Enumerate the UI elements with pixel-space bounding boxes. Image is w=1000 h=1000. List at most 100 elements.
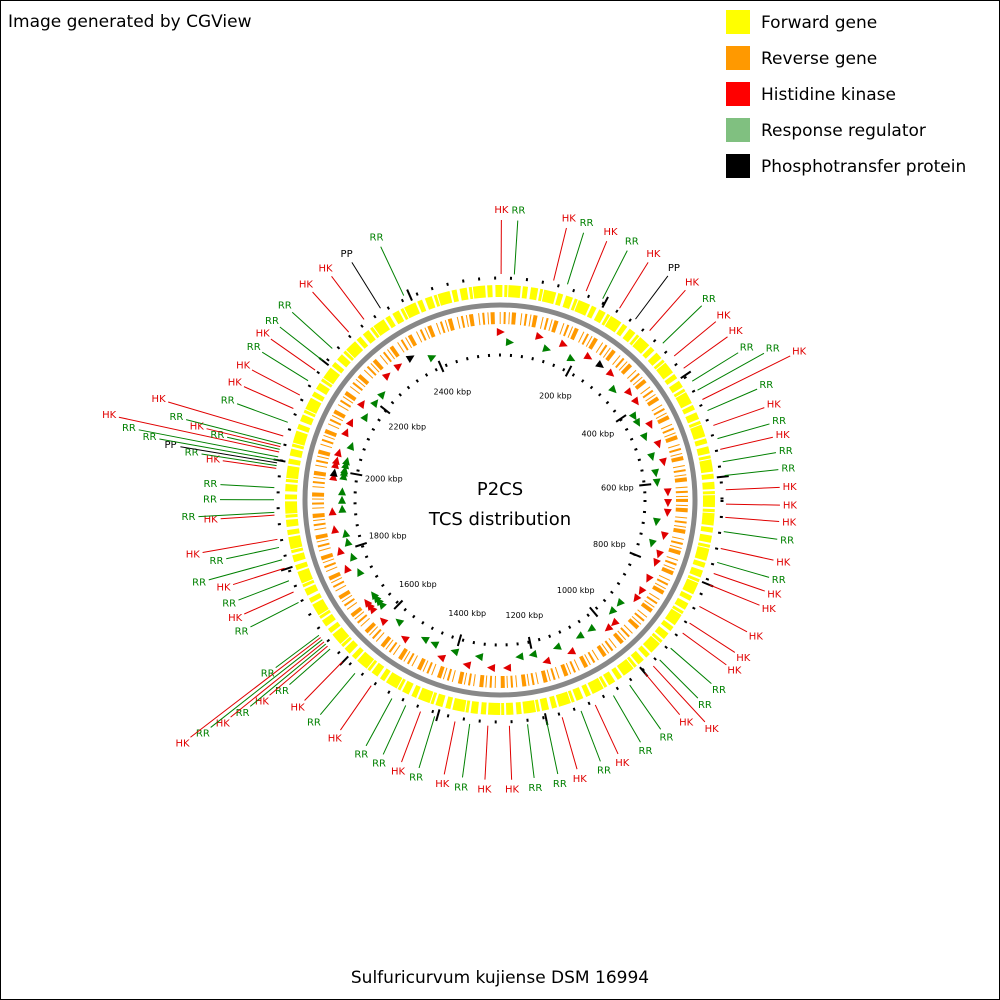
feature-marker [364,599,373,608]
feature-leader [461,723,471,778]
tick-mark [406,289,413,301]
feature-label: RR [221,395,235,406]
feature-label: RR [265,316,279,327]
feature-leader [236,403,288,423]
tick-mark [615,414,627,423]
feature-leader [546,721,559,775]
feature-marker [346,441,355,451]
feature-leader [401,711,421,763]
feature-leader [682,632,727,666]
feature-marker [633,593,642,603]
feature-marker [339,471,348,481]
feature-leader [707,388,758,411]
legend-swatch [726,10,750,34]
feature-marker [639,432,648,442]
feature-label: RR [370,233,384,244]
feature-label: HK [228,613,243,624]
feature-marker [651,468,659,478]
feature-leader [585,240,608,292]
feature-label: HK [776,430,791,441]
feature-marker [338,487,347,496]
feature-marker [333,448,342,458]
feature-marker [344,564,352,574]
tick-label: 2200 kbp [388,423,426,432]
feature-leader [168,401,284,437]
feature-marker [649,538,657,548]
outer-scale [276,276,724,724]
feature-leader [629,684,662,730]
tick-mark [589,606,599,618]
feature-label: RR [702,294,716,305]
feature-label: RR [780,536,794,547]
feature-marker [583,351,593,360]
feature-label: RR [759,380,773,391]
footer-title: Sulfuricurvum kujiense DSM 16994 [351,968,649,988]
feature-leader [689,622,736,653]
feature-marker [502,663,512,672]
feature-marker [605,368,615,377]
legend-label: Reverse gene [761,49,877,69]
feature-label: RR [307,717,321,728]
feature-leader [380,246,405,296]
feature-label: RR [278,301,292,312]
feature-marker [558,339,568,347]
feature-label: HK [217,583,232,594]
feature-leader [722,452,777,463]
feature-label: HK [727,666,742,677]
feature-leader [612,695,641,743]
feature-label: RR [781,464,795,475]
feature-label: RR [275,686,289,697]
feature-leader [602,250,628,299]
feature-label: HK [782,517,797,528]
feature-marker [661,531,669,540]
feature-label: HK [762,604,777,615]
feature-marker [566,353,576,362]
feature-label: HK [729,326,744,337]
feature-label: HK [767,589,782,600]
feature-marker [663,488,672,497]
feature-marker [342,456,350,466]
feature-label: RR [203,479,217,490]
feature-marker [331,525,340,534]
tick-label: 2400 kbp [434,388,472,397]
feature-label: HK [776,557,791,568]
feature-marker [575,631,585,639]
feature-leader [418,716,436,769]
feature-label: RR [659,732,673,743]
header-title: Image generated by CGView [8,12,252,32]
feature-label: RR [122,423,136,434]
feature-marker [381,372,391,381]
legend-label: Histidine kinase [761,85,896,105]
feature-label: HK [685,278,700,289]
feature-label: RR [511,206,525,217]
feature-label: RR [772,416,786,427]
feature-leader [159,438,278,461]
tick-label: 800 kbp [593,540,626,549]
tick-label: 1800 kbp [369,532,407,541]
tick-label: 400 kbp [582,430,615,439]
feature-label: HK [204,514,219,525]
tick-mark [350,472,363,477]
feature-marker [337,546,345,556]
tick-mark [456,634,463,647]
feature-label: HK [299,280,314,291]
feature-marker [437,654,447,663]
feature-label: HK [102,410,117,421]
feature-label: RR [698,700,712,711]
feature-leader [580,710,601,762]
tick-mark [437,360,445,373]
feature-marker [486,663,496,672]
feature-label: RR [712,685,726,696]
feature-marker [337,495,346,504]
feature-leader [208,559,283,581]
feature-leader [717,423,770,440]
feature-leader [250,602,299,628]
feature-leader [720,436,773,450]
feature-marker [638,585,647,595]
feature-leader [118,416,280,453]
feature-marker [663,508,672,517]
tick-label: 1200 kbp [505,611,543,620]
feature-leader [201,453,277,467]
feature-marker [430,641,440,649]
